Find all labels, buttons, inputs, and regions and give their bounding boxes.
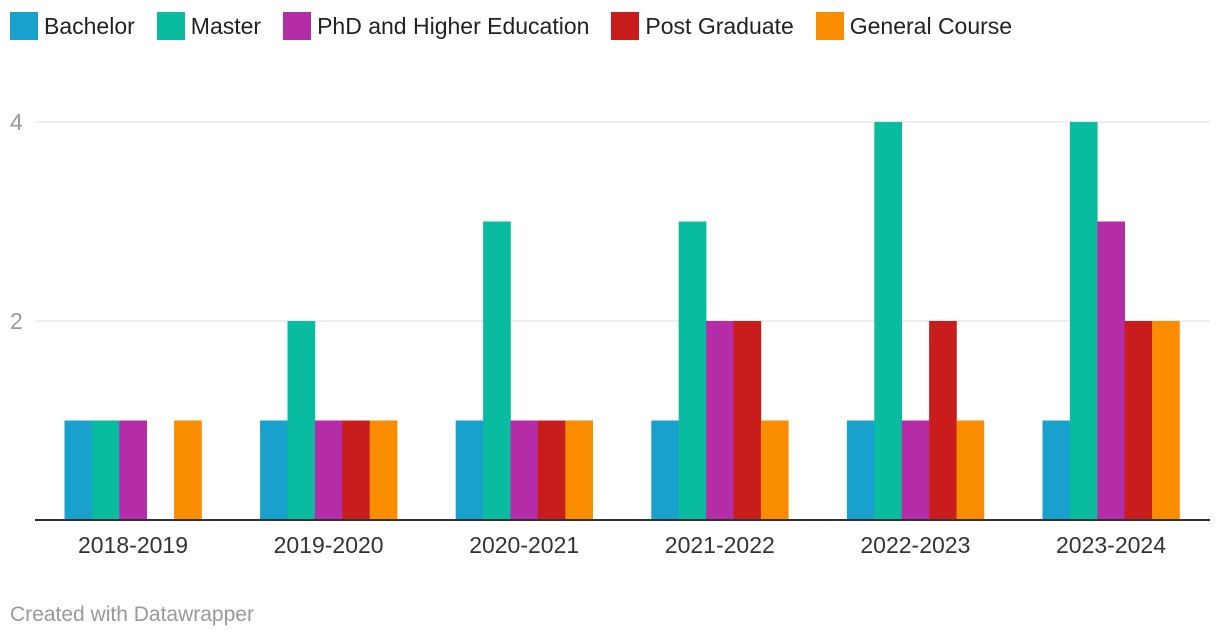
bar-phd-and-higher-education-2019-2020 (314, 420, 343, 520)
bar-post-graduate-2021-2022 (733, 321, 762, 520)
bar-bachelor-2018-2019 (64, 420, 93, 520)
bar-phd-and-higher-education-2023-2024 (1097, 221, 1125, 520)
x-tick-label: 2022-2023 (860, 532, 970, 558)
legend-label: Master (190, 12, 262, 39)
x-axis: 2018-2019 2019-2020 2020-2021 2021-2022 2022… (35, 519, 1210, 558)
bar-master-2018-2019 (91, 420, 120, 520)
bar-general-course-2019-2020 (369, 420, 398, 520)
bar-phd-and-higher-education-2020-2021 (510, 420, 539, 520)
bar-bachelor-2020-2021 (455, 420, 484, 520)
bar-general-course-2022-2023 (956, 420, 985, 520)
bar-post-graduate-2022-2023 (929, 321, 957, 520)
legend-item-general-course: General Course (815, 12, 1013, 40)
x-tick-label: 2019-2020 (274, 532, 384, 558)
bars (64, 122, 1180, 520)
bar-post-graduate-2023-2024 (1124, 321, 1153, 520)
bar-master-2019-2020 (287, 321, 316, 520)
bar-phd-and-higher-education-2018-2019 (119, 420, 147, 520)
legend-label: PhD and Higher Education (317, 12, 590, 39)
credit-footer: Created with Datawrapper (10, 603, 254, 626)
legend-swatch (10, 12, 38, 40)
x-tick-label: 2021-2022 (665, 532, 775, 558)
bar-general-course-2023-2024 (1152, 321, 1180, 520)
bar-master-2022-2023 (874, 122, 902, 520)
bar-bachelor-2019-2020 (260, 420, 288, 520)
bar-chart: 24 2018-2019 2019-2020 2020-2021 2021-2022 2… (10, 109, 1210, 558)
legend-swatch (283, 12, 312, 40)
bar-bachelor-2023-2024 (1042, 420, 1071, 520)
bar-phd-and-higher-education-2021-2022 (706, 321, 734, 520)
bar-bachelor-2022-2023 (846, 420, 875, 520)
bar-general-course-2020-2021 (565, 420, 593, 520)
legend-item-bachelor: Bachelor (10, 12, 135, 40)
bar-post-graduate-2020-2021 (537, 420, 566, 520)
legend-label: Bachelor (44, 12, 135, 39)
bar-master-2021-2022 (678, 221, 707, 520)
y-tick-label: 4 (10, 109, 23, 135)
bar-phd-and-higher-education-2022-2023 (901, 420, 930, 520)
bar-post-graduate-2019-2020 (342, 420, 370, 520)
legend-item-post-graduate: Post Graduate (611, 12, 794, 40)
legend-label: Post Graduate (645, 12, 794, 39)
bar-general-course-2021-2022 (760, 420, 789, 520)
legend-swatch (156, 12, 185, 40)
legend-swatch (611, 12, 640, 40)
bar-master-2023-2024 (1069, 122, 1098, 520)
bar-master-2020-2021 (483, 221, 511, 520)
bar-bachelor-2021-2022 (651, 420, 679, 520)
legend-item-master: Master (156, 12, 262, 40)
x-tick-label: 2018-2019 (78, 532, 188, 558)
x-tick-label: 2020-2021 (469, 532, 579, 558)
bar-general-course-2018-2019 (174, 420, 202, 520)
x-tick-label: 2023-2024 (1056, 532, 1166, 558)
gridlines: 24 (10, 109, 1210, 334)
legend-item-phd-and-higher-education: PhD and Higher Education (283, 12, 589, 40)
legend-label: General Course (849, 12, 1013, 39)
y-tick-label: 2 (10, 308, 23, 334)
legend-swatch (815, 12, 844, 40)
legend: Bachelor Master PhD and Higher Education Po… (10, 10, 1034, 42)
